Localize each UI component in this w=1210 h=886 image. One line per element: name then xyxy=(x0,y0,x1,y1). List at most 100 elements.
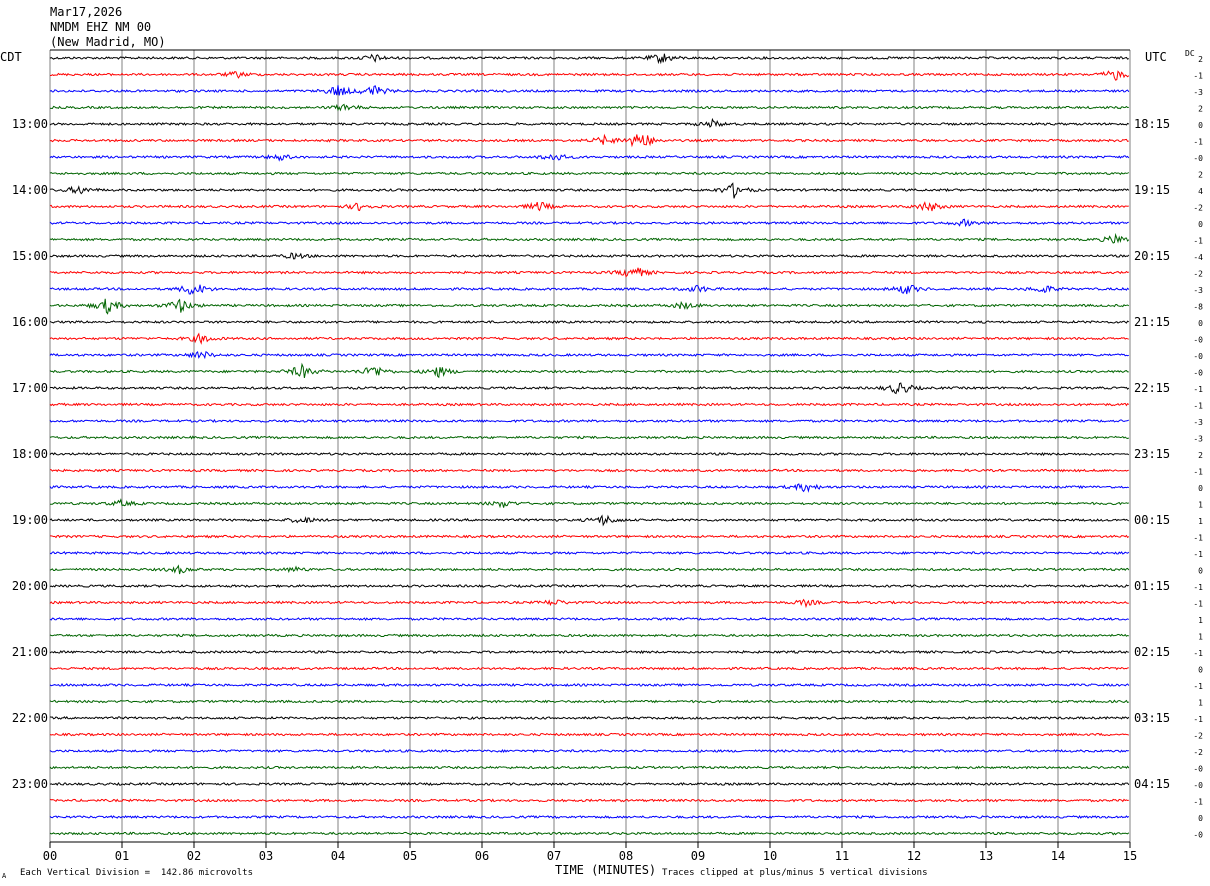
x-tick-label: 15 xyxy=(1123,849,1137,863)
x-tick-label: 13 xyxy=(979,849,993,863)
dc-offset-label: -1 xyxy=(1193,682,1203,691)
left-hour-label: 18:00 xyxy=(12,447,48,461)
dc-offset-label: 2 xyxy=(1198,105,1203,114)
seismic-trace xyxy=(49,332,1129,345)
seismic-trace xyxy=(49,814,1130,820)
dc-offset-label: 0 xyxy=(1198,319,1203,328)
dc-offset-label: -2 xyxy=(1193,270,1203,279)
seismic-trace xyxy=(49,133,1129,148)
seismic-trace xyxy=(49,402,1130,407)
dc-offset-label: -3 xyxy=(1193,435,1203,444)
left-timezone-label: CDT xyxy=(0,50,22,64)
x-tick-label: 10 xyxy=(763,849,777,863)
dc-offset-label: -3 xyxy=(1193,418,1203,427)
x-tick-label: 11 xyxy=(835,849,849,863)
left-hour-label: 14:00 xyxy=(12,183,48,197)
seismic-trace xyxy=(49,498,1129,509)
dc-offset-label: -2 xyxy=(1193,204,1203,213)
seismic-trace xyxy=(49,153,1130,162)
dc-offset-label: -1 xyxy=(1193,600,1203,609)
seismic-trace xyxy=(49,583,1129,589)
seismic-trace xyxy=(49,732,1130,737)
x-tick-label: 00 xyxy=(43,849,57,863)
seismic-trace xyxy=(49,765,1130,770)
seismic-trace xyxy=(49,633,1129,638)
seismic-trace xyxy=(49,85,1130,96)
dc-offset-label: -0 xyxy=(1193,369,1203,378)
dc-offset-label: -2 xyxy=(1193,732,1203,741)
dc-offset-label: 0 xyxy=(1198,121,1203,130)
dc-offset-label: -0 xyxy=(1193,831,1203,840)
right-hour-label: 20:15 xyxy=(1134,249,1170,263)
chart-traces xyxy=(49,53,1130,836)
left-hour-label: 20:00 xyxy=(12,579,48,593)
seismic-trace xyxy=(49,682,1130,688)
seismic-trace xyxy=(49,716,1130,720)
x-tick-label: 04 xyxy=(331,849,345,863)
x-tick-label: 02 xyxy=(187,849,201,863)
dc-offset-label: 0 xyxy=(1198,484,1203,493)
right-hour-label: 21:15 xyxy=(1134,315,1170,329)
dc-offset-label: 4 xyxy=(1198,187,1203,196)
clip-note: Traces clipped at plus/minus 5 vertical … xyxy=(662,868,928,878)
seismic-trace xyxy=(49,362,1129,379)
left-hour-label: 23:00 xyxy=(12,777,48,791)
left-hour-label: 22:00 xyxy=(12,711,48,725)
dc-offset-label: 1 xyxy=(1198,633,1203,642)
x-tick-label: 06 xyxy=(475,849,489,863)
seismic-trace xyxy=(49,699,1130,704)
dc-offset-label: -1 xyxy=(1193,468,1203,477)
seismic-trace xyxy=(49,53,1129,65)
seismic-trace xyxy=(49,616,1129,622)
chart-labels: 00 01 02 03 04 05 06 07 08 09 10 11 12 13 14 152-1-320-… xyxy=(12,55,1203,863)
dc-offset-label: -0 xyxy=(1193,352,1203,361)
right-timezone-label: UTC xyxy=(1145,50,1167,64)
dc-offset-label: -1 xyxy=(1193,715,1203,724)
seismic-trace xyxy=(49,418,1129,424)
seismic-trace xyxy=(49,435,1129,440)
seismic-trace xyxy=(49,483,1129,493)
left-hour-label: 21:00 xyxy=(12,645,48,659)
corner-mark: A xyxy=(2,872,7,880)
x-tick-label: 09 xyxy=(691,849,705,863)
right-hour-label: 18:15 xyxy=(1134,117,1170,131)
seismic-trace xyxy=(49,452,1130,457)
dc-offset-label: 1 xyxy=(1198,699,1203,708)
right-hour-label: 01:15 xyxy=(1134,579,1170,593)
seismic-trace xyxy=(49,284,1130,295)
x-tick-label: 01 xyxy=(115,849,129,863)
right-hour-label: 23:15 xyxy=(1134,447,1170,461)
seismic-trace xyxy=(49,218,1129,228)
seismic-trace xyxy=(49,182,1130,199)
header-station: NMDM EHZ NM 00 xyxy=(50,20,152,34)
x-tick-label: 08 xyxy=(619,849,633,863)
dc-offset-label: -0 xyxy=(1193,336,1203,345)
left-hour-label: 19:00 xyxy=(12,513,48,527)
seismic-trace xyxy=(49,564,1130,575)
chart-grid xyxy=(49,49,1131,848)
dc-offset-label: -1 xyxy=(1193,534,1203,543)
seismic-trace xyxy=(50,534,1130,539)
header-date: Mar17,2026 xyxy=(50,5,123,19)
right-hour-label: 02:15 xyxy=(1134,645,1170,659)
dc-offset-label: 1 xyxy=(1198,501,1203,510)
seismic-trace xyxy=(49,666,1129,671)
seismic-trace xyxy=(49,382,1130,395)
seismic-trace xyxy=(49,598,1129,609)
left-hour-label: 16:00 xyxy=(12,315,48,329)
left-hour-label: 15:00 xyxy=(12,249,48,263)
dc-offset-label: -3 xyxy=(1193,88,1203,97)
dc-offset-label: 1 xyxy=(1198,517,1203,526)
dc-offset-label: 0 xyxy=(1198,220,1203,229)
dc-offset-label: -1 xyxy=(1193,798,1203,807)
right-hour-label: 04:15 xyxy=(1134,777,1170,791)
seismic-trace xyxy=(49,171,1130,176)
seismic-trace xyxy=(49,749,1129,754)
header-location: (New Madrid, MO) xyxy=(50,35,166,49)
dc-offset-label: -0 xyxy=(1193,765,1203,774)
scale-note: Each Vertical Division = 142.86 microvol… xyxy=(20,868,253,878)
x-tick-label: 14 xyxy=(1051,849,1065,863)
dc-offset-label: 2 xyxy=(1198,451,1203,460)
seismic-trace xyxy=(49,320,1130,324)
